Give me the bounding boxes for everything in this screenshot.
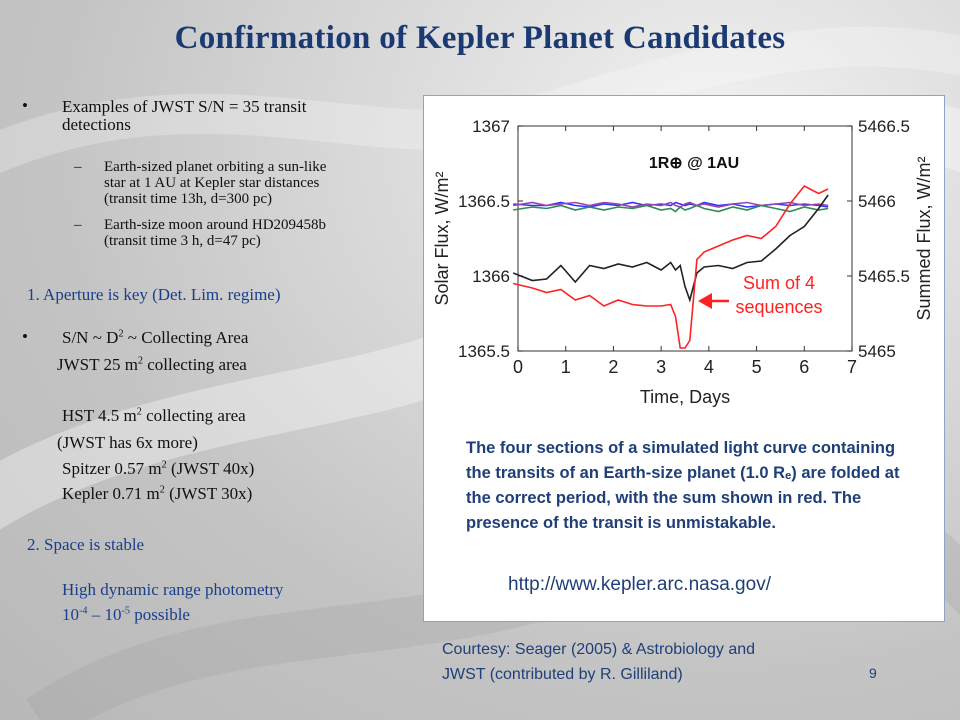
bullet-jwst-examples: Examples of JWST S/N = 35 transit: [62, 97, 307, 116]
series-line: [513, 184, 829, 349]
series-line: [512, 194, 829, 303]
x-tick-label: 1: [561, 357, 571, 377]
y-tick-label: 1366.5: [458, 192, 510, 211]
y2-tick-label: 5466: [858, 192, 896, 211]
x-tick-label: 5: [752, 357, 762, 377]
sub-earth-line2: star at 1 AU at Kepler star distances: [104, 175, 320, 191]
x-tick-label: 2: [608, 357, 618, 377]
page-number: 9: [869, 665, 877, 681]
kepler-area: Kepler 0.71 m2 (JWST 30x): [62, 484, 253, 503]
annotation-sum-line1: Sum of 4: [743, 273, 815, 293]
light-curve-chart: 0 1 2 3 4 5 6 7 1365.5 1366 1366.5 1367 5465 5465.5 54…: [432, 117, 934, 407]
bullet-marker: •: [22, 327, 28, 346]
x-axis-label: Time, Days: [640, 387, 730, 407]
precision-range: 10-4 – 10-5 possible: [62, 605, 190, 624]
x-tick-label: 4: [704, 357, 714, 377]
figure-caption: The four sections of a simulated light c…: [466, 439, 900, 532]
courtesy-note: Courtesy: Seager (2005) & Astrobiology a…: [442, 637, 755, 687]
sub-moon-line1: Earth-size moon around HD209458b: [104, 217, 327, 233]
y2-axis-label: Summed Flux, W/m²: [914, 156, 934, 320]
dynamic-range: High dynamic range photometry: [62, 580, 284, 599]
plot-frame: [517, 125, 853, 352]
annotation-earth-radius: 1R⊕ @ 1AU: [649, 155, 739, 172]
bullet-marker: •: [22, 96, 28, 115]
slide-title: Confirmation of Kepler Planet Candidates: [174, 20, 786, 56]
sub-moon-line2: (transit time 3 h, d=47 pc): [104, 233, 261, 249]
sub-earth-line1: Earth-sized planet orbiting a sun-like: [104, 159, 327, 175]
dash-marker: –: [74, 159, 82, 175]
bullet-jwst-examples-cont: detections: [62, 115, 131, 134]
y-tick-label: 1365.5: [458, 342, 510, 361]
series-line: [513, 201, 829, 208]
kepler-url[interactable]: http://www.kepler.arc.nasa.gov/: [508, 574, 771, 595]
annotation-sum-line2: sequences: [735, 297, 822, 317]
spitzer-area: Spitzer 0.57 m2 (JWST 40x): [62, 459, 255, 478]
x-tick-label: 6: [799, 357, 809, 377]
y-tick-label: 1367: [472, 117, 510, 136]
y-tick-label: 1366: [472, 267, 510, 286]
courtesy-line1: Courtesy: Seager (2005) & Astrobiology a…: [442, 641, 756, 658]
y2-tick-label: 5466.5: [858, 117, 910, 136]
y2-tick-label: 5465.5: [858, 267, 910, 286]
jwst-more: (JWST has 6x more): [57, 433, 198, 452]
x-tick-label: 0: [513, 357, 523, 377]
point-aperture: 1. Aperture is key (Det. Lim. regime): [27, 285, 281, 304]
x-tick-label: 3: [656, 357, 666, 377]
hst-area: HST 4.5 m2 collecting area: [62, 406, 246, 425]
sub-earth-line3: (transit time 13h, d=300 pc): [104, 191, 273, 207]
courtesy-line2: JWST (contributed by R. Gilliland): [442, 666, 683, 683]
y2-tick-label: 5465: [858, 342, 896, 361]
annotation-arrowhead: [698, 293, 712, 309]
figure-panel: 0 1 2 3 4 5 6 7 1365.5 1366 1366.5 1367 5465 5465.5 54…: [423, 95, 945, 622]
sn-relation: S/N ~ D2 ~ Collecting Area: [62, 328, 249, 347]
jwst-area: JWST 25 m2 collecting area: [57, 355, 247, 374]
dash-marker: –: [74, 217, 82, 233]
y-axis-label: Solar Flux, W/m²: [432, 171, 452, 305]
point-space-stable: 2. Space is stable: [27, 535, 145, 554]
x-tick-label: 7: [847, 357, 857, 377]
